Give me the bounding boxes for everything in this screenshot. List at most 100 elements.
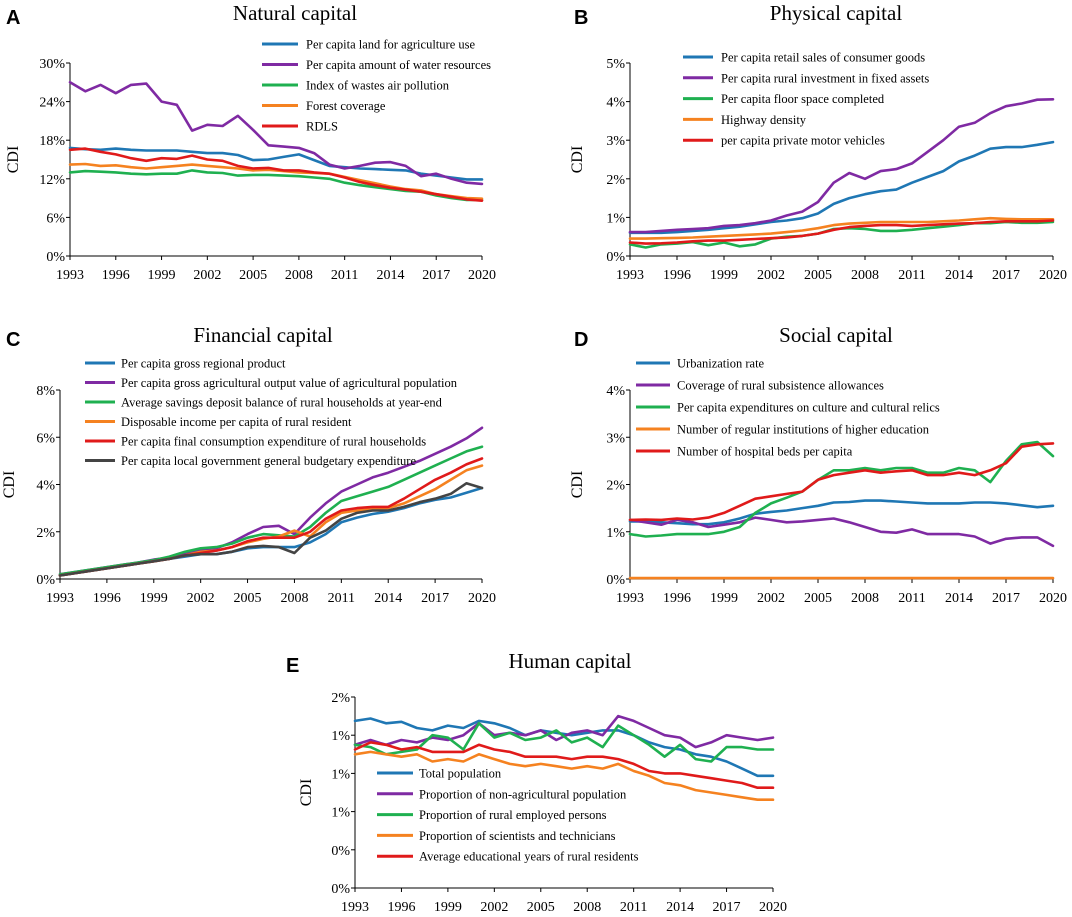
y-tick-label: 0% [606, 573, 625, 588]
y-axis-label: CDI [569, 471, 586, 499]
x-tick-label: 2011 [331, 268, 358, 283]
panel-a: A Natural capital 0% 6% 12% 18% 24% 30% 1993 1996… [5, 1, 496, 283]
panel-letter: C [6, 329, 20, 351]
legend-label: Urbanization rate [677, 357, 765, 371]
y-tick-label: 1% [331, 767, 350, 782]
legend-label: Forest coverage [306, 99, 386, 113]
series-line [58, 481, 484, 577]
series-line [628, 98, 1055, 234]
chart-title: Human capital [508, 649, 631, 673]
x-tick-label: 2014 [376, 268, 404, 283]
legend-label: Per capita amount of water resources [306, 58, 491, 72]
legend-label: Index of wastes air pollution [306, 79, 450, 93]
legend-label: Per capita rural investment in fixed ass… [721, 71, 929, 85]
x-tick-label: 1993 [341, 900, 369, 915]
legend: Per capita gross regional product Per cap… [85, 357, 458, 468]
legend-label: per capita private motor vehicles [721, 134, 885, 148]
series-line [628, 516, 1055, 548]
y-tick-label: 3% [606, 134, 625, 149]
panel-letter: A [6, 7, 20, 29]
x-tick-label: 2002 [757, 591, 785, 606]
legend: Total population Proportion of non-agricu… [377, 767, 639, 864]
y-tick-label: 0% [331, 882, 350, 897]
x-tick-label: 1996 [387, 900, 415, 915]
y-tick-label: 1% [331, 729, 350, 744]
chart-title: Natural capital [233, 1, 357, 25]
x-tick-label: 2020 [468, 268, 496, 283]
legend-label: Average savings deposit balance of rural… [121, 396, 443, 410]
legend-label: RDLS [306, 120, 338, 134]
panel-letter: B [574, 7, 588, 29]
series-line [628, 216, 1055, 240]
y-tick-label: 1% [606, 211, 625, 226]
x-tick-label: 1996 [93, 591, 121, 606]
y-tick-label: 18% [39, 134, 65, 149]
y-tick-label: 6% [46, 211, 65, 226]
x-tick-label: 2020 [1039, 268, 1067, 283]
y-axis-label: CDI [1, 471, 18, 499]
legend-label: Average educational years of rural resid… [419, 850, 639, 864]
series-line [68, 81, 484, 186]
legend-label: Highway density [721, 113, 807, 127]
legend-label: Per capita floor space completed [721, 92, 885, 106]
y-tick-label: 24% [39, 96, 65, 111]
panel-b: B Physical capital 0% 1% 2% 3% 4% 5% 1993 1996 199… [569, 1, 1067, 283]
y-axis-label: CDI [5, 146, 22, 174]
y-tick-label: 2% [606, 173, 625, 188]
x-tick-label: 1996 [663, 268, 691, 283]
x-tick-label: 1999 [710, 268, 738, 283]
y-axis-label: CDI [569, 146, 586, 174]
x-tick-label: 2011 [898, 268, 925, 283]
chart-title: Physical capital [770, 1, 903, 25]
x-tick-label: 1993 [56, 268, 84, 283]
y-tick-label: 6% [36, 431, 55, 446]
x-tick-label: 2005 [804, 591, 832, 606]
x-tick-label: 2008 [851, 591, 879, 606]
panel-letter: E [286, 655, 299, 677]
series-line [353, 741, 775, 790]
x-tick-label: 1996 [102, 268, 130, 283]
legend: Urbanization rate Coverage of rural subsi… [636, 357, 940, 459]
x-tick-label: 2002 [480, 900, 508, 915]
panel-d: D Social capital 0% 1% 2% 3% 4% 1993 1996 1999 200… [569, 323, 1067, 606]
legend-label: Disposable income per capita of rural re… [121, 415, 352, 429]
y-tick-label: 1% [331, 806, 350, 821]
series-line [628, 442, 1055, 522]
legend: Per capita retail sales of consumer good… [683, 51, 929, 148]
x-tick-label: 2002 [193, 268, 221, 283]
x-tick-label: 2008 [285, 268, 313, 283]
series-line [353, 750, 775, 802]
x-tick-label: 2020 [759, 900, 787, 915]
x-tick-label: 2008 [851, 268, 879, 283]
x-tick-label: 2014 [374, 591, 402, 606]
legend-label: Total population [419, 767, 502, 781]
legend-label: Per capita local government general budg… [121, 454, 416, 468]
x-tick-label: 2011 [328, 591, 355, 606]
series-line [628, 219, 1055, 245]
y-tick-label: 2% [331, 691, 350, 706]
x-tick-label: 2005 [804, 268, 832, 283]
chart-title: Social capital [779, 323, 893, 347]
panel-c: C Financial capital 0% 2% 4% 6% 8% 1993 1996 1999… [1, 323, 496, 606]
legend-label: Proportion of scientists and technicians [419, 829, 616, 843]
y-tick-label: 4% [606, 96, 625, 111]
x-tick-label: 2020 [1039, 591, 1067, 606]
x-tick-label: 2005 [527, 900, 555, 915]
x-tick-label: 2020 [468, 591, 496, 606]
x-tick-label: 2017 [992, 268, 1020, 283]
y-tick-label: 12% [39, 173, 65, 188]
y-tick-label: 3% [606, 431, 625, 446]
x-tick-label: 2005 [234, 591, 262, 606]
x-tick-label: 1999 [148, 268, 176, 283]
x-tick-label: 2014 [945, 268, 973, 283]
legend-label: Per capita gross agricultural output val… [121, 376, 458, 390]
series-line [58, 457, 484, 577]
y-tick-label: 2% [36, 526, 55, 541]
x-tick-label: 2014 [945, 591, 973, 606]
x-tick-label: 2008 [280, 591, 308, 606]
y-tick-label: 8% [36, 384, 55, 399]
y-tick-label: 4% [606, 384, 625, 399]
legend-label: Number of hospital beds per capita [677, 445, 853, 459]
y-tick-label: 0% [46, 250, 65, 265]
series-line [628, 140, 1055, 235]
